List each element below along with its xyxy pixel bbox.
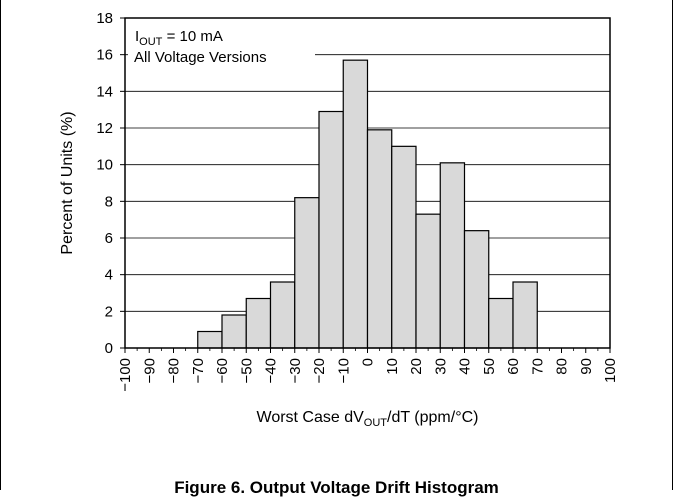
histogram-bar — [488, 297, 514, 349]
x-tick-label: 0 — [360, 358, 377, 366]
histogram-bar — [512, 281, 538, 349]
x-tick-label: −100 — [117, 358, 134, 392]
x-tick-label: −30 — [287, 358, 304, 383]
histogram-bar — [197, 330, 223, 349]
histogram-bar — [245, 297, 272, 349]
x-tick-label: −70 — [190, 358, 207, 383]
histogram-bar — [366, 129, 393, 349]
histogram-bar — [342, 59, 369, 349]
histogram-bar — [439, 162, 466, 349]
x-tick-label: −20 — [311, 358, 328, 383]
y-tick-label: 6 — [105, 230, 113, 247]
x-tick-label: 80 — [554, 358, 571, 375]
x-tick-label: 50 — [481, 358, 498, 375]
x-tick-label: −40 — [263, 358, 280, 383]
histogram-bar — [463, 230, 490, 349]
y-tick-label: 8 — [105, 193, 113, 210]
histogram-bar — [391, 145, 417, 349]
x-tick-label: −80 — [166, 358, 183, 383]
histogram-bar — [415, 213, 441, 349]
x-tick-label: 60 — [505, 358, 522, 375]
histogram-bar — [294, 197, 320, 349]
x-tick-labels: −100 −90 −80 −70 −60 −50 −40 −30 −20 −10 0 10 20 30 40… — [117, 358, 619, 392]
condition-annotation: IOUT = 10 mA — [135, 28, 223, 48]
x-tick-label: 70 — [529, 358, 546, 375]
y-tick-label: 4 — [105, 267, 113, 284]
x-axis-title: Worst Case dVOUT/dT (ppm/°C) — [257, 409, 479, 429]
x-tick-label: −90 — [141, 358, 158, 383]
x-tick-label: −60 — [214, 358, 231, 383]
x-tick-label: −50 — [238, 358, 255, 383]
histogram-bar — [318, 110, 344, 349]
y-tick-label: 18 — [96, 10, 113, 27]
x-tick-label: 90 — [578, 358, 595, 375]
y-tick-label: 2 — [105, 303, 113, 320]
y-tick-label: 14 — [96, 83, 113, 100]
x-tick-label: 100 — [602, 358, 619, 383]
y-tick-label: 0 — [105, 340, 113, 357]
y-tick-label: 10 — [96, 157, 113, 174]
y-tick-labels: 0 2 4 6 8 10 12 14 16 18 — [96, 10, 113, 357]
figure-caption: Figure 6. Output Voltage Drift Histogram — [174, 478, 499, 497]
x-tick-label: 10 — [384, 358, 401, 375]
y-tick-label: 12 — [96, 120, 113, 137]
axis-ticks — [120, 17, 611, 353]
x-tick-label: 20 — [408, 358, 425, 375]
annotation-background — [128, 26, 315, 70]
histogram-bar — [221, 314, 247, 349]
x-tick-label: 40 — [457, 358, 474, 375]
y-tick-label: 16 — [96, 47, 113, 64]
histogram-bars — [197, 59, 538, 349]
x-tick-label: −10 — [335, 358, 352, 383]
x-tick-label: 30 — [432, 358, 449, 375]
voltage-versions-annotation: All Voltage Versions — [134, 49, 267, 66]
histogram-bar — [269, 281, 296, 349]
y-axis-title: Percent of Units (%) — [59, 111, 76, 254]
